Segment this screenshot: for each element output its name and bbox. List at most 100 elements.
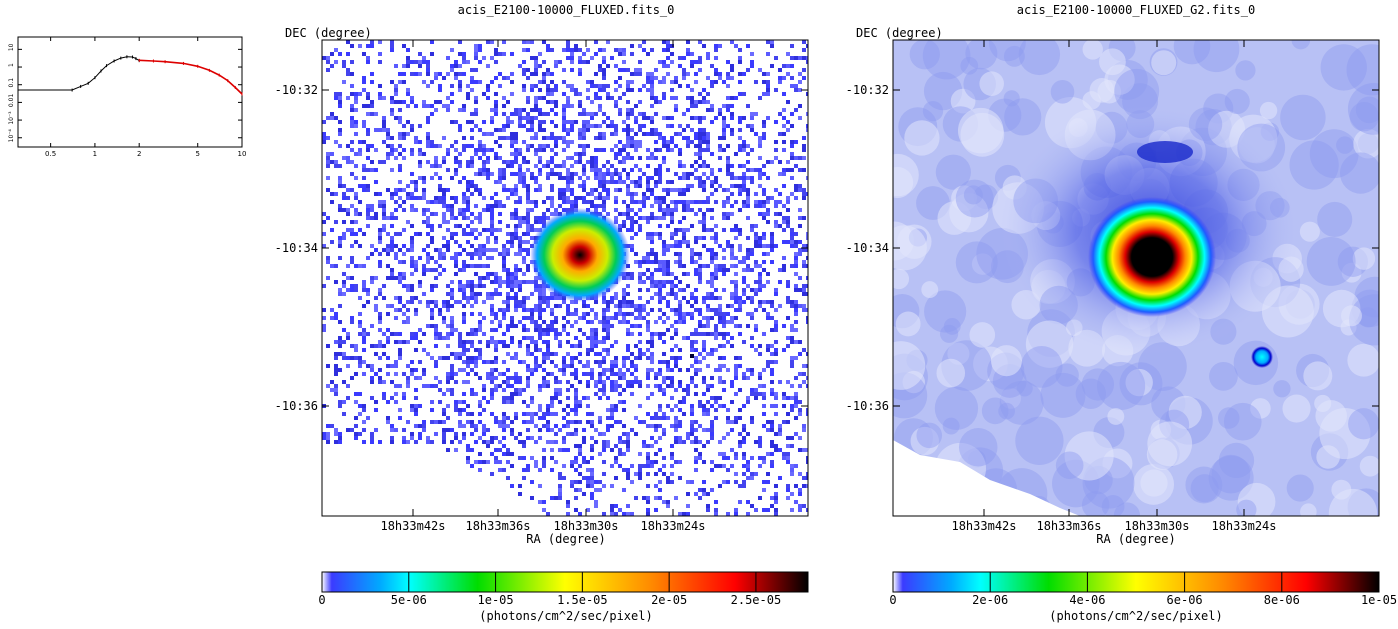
pixel [410,372,414,376]
pixel [390,236,394,240]
pixel [506,100,510,104]
pixel [638,468,642,472]
pixel [658,200,662,204]
pixel [762,204,766,208]
pixel [602,340,606,344]
pixel [474,248,478,252]
pixel [690,424,694,428]
pixel [458,160,462,164]
pixel [338,100,342,104]
pixel [510,212,514,216]
pixel [722,288,726,292]
pixel [462,348,466,352]
pixel [602,368,606,372]
pixel [606,40,610,44]
pixel [378,252,382,256]
colorbar-tick-label: 2e-05 [651,593,687,607]
heatmap-raw-point-source [690,354,694,358]
pixel [610,324,614,328]
pixel [670,424,674,428]
pixel [714,240,718,244]
pixel [682,200,686,204]
pixel [650,116,654,120]
pixel [706,140,710,144]
pixel [578,328,582,332]
pixel [334,192,338,196]
pixel [714,332,718,336]
pixel [366,112,370,116]
pixel [470,252,474,256]
pixel [490,216,494,220]
pixel [582,372,586,376]
pixel [726,76,730,80]
pixel [694,384,698,388]
pixel [682,136,686,140]
pixel [322,284,326,288]
pixel [774,308,778,312]
pixel [574,152,578,156]
pixel [358,92,362,96]
pixel [622,488,626,492]
pixel [538,416,542,420]
pixel [502,340,506,344]
pixel [590,372,594,376]
pixel [482,396,486,400]
pixel [718,44,722,48]
pixel [678,280,682,284]
pixel [438,72,442,76]
pixel [802,424,806,428]
pixel [666,416,670,420]
pixel [530,308,534,312]
pixel [506,352,510,356]
pixel [698,132,702,136]
pixel [402,148,406,152]
pixel [702,224,706,228]
texture-blob [1173,40,1211,65]
pixel [710,180,714,184]
pixel [450,92,454,96]
pixel [626,348,630,352]
pixel [462,424,466,428]
pixel [494,356,498,360]
pixel [354,152,358,156]
pixel [538,468,542,472]
pixel [590,168,594,172]
pixel [670,232,674,236]
pixel [342,284,346,288]
pixel [746,68,750,72]
pixel [534,96,538,100]
pixel [530,144,534,148]
pixel [338,180,342,184]
pixel [626,504,630,508]
pixel [562,360,566,364]
pixel [514,292,518,296]
pixel [670,472,674,476]
pixel [338,184,342,188]
pixel [798,448,802,452]
pixel [574,400,578,404]
pixel [466,184,470,188]
pixel [710,284,714,288]
pixel [746,400,750,404]
pixel [494,460,498,464]
pixel [670,396,674,400]
pixel [630,244,634,248]
pixel [758,436,762,440]
pixel [694,80,698,84]
pixel [430,240,434,244]
pixel [562,104,566,108]
pixel [606,368,610,372]
pixel [682,236,686,240]
pixel [706,364,710,368]
pixel [762,232,766,236]
pixel [518,172,522,176]
pixel [362,188,366,192]
pixel [506,116,510,120]
pixel [390,108,394,112]
pixel [406,384,410,388]
pixel [422,292,426,296]
pixel [326,116,330,120]
pixel [586,200,590,204]
pixel [758,272,762,276]
pixel [450,120,454,124]
